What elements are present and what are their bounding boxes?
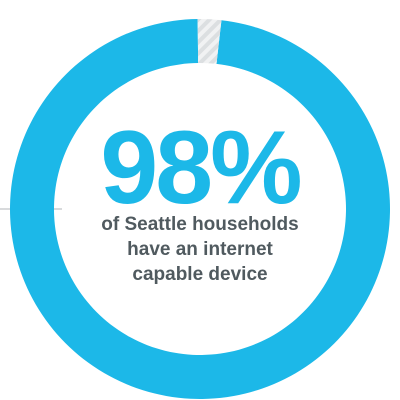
headline-percentage: 98% [100, 110, 302, 226]
caption-line-1: of Seattle households [101, 214, 299, 235]
caption: of Seattle households have an internet c… [0, 212, 400, 287]
caption-line-2: have an internet [127, 239, 273, 260]
caption-line-3: capable device [132, 264, 268, 285]
donut-slice-remainder [197, 19, 222, 64]
